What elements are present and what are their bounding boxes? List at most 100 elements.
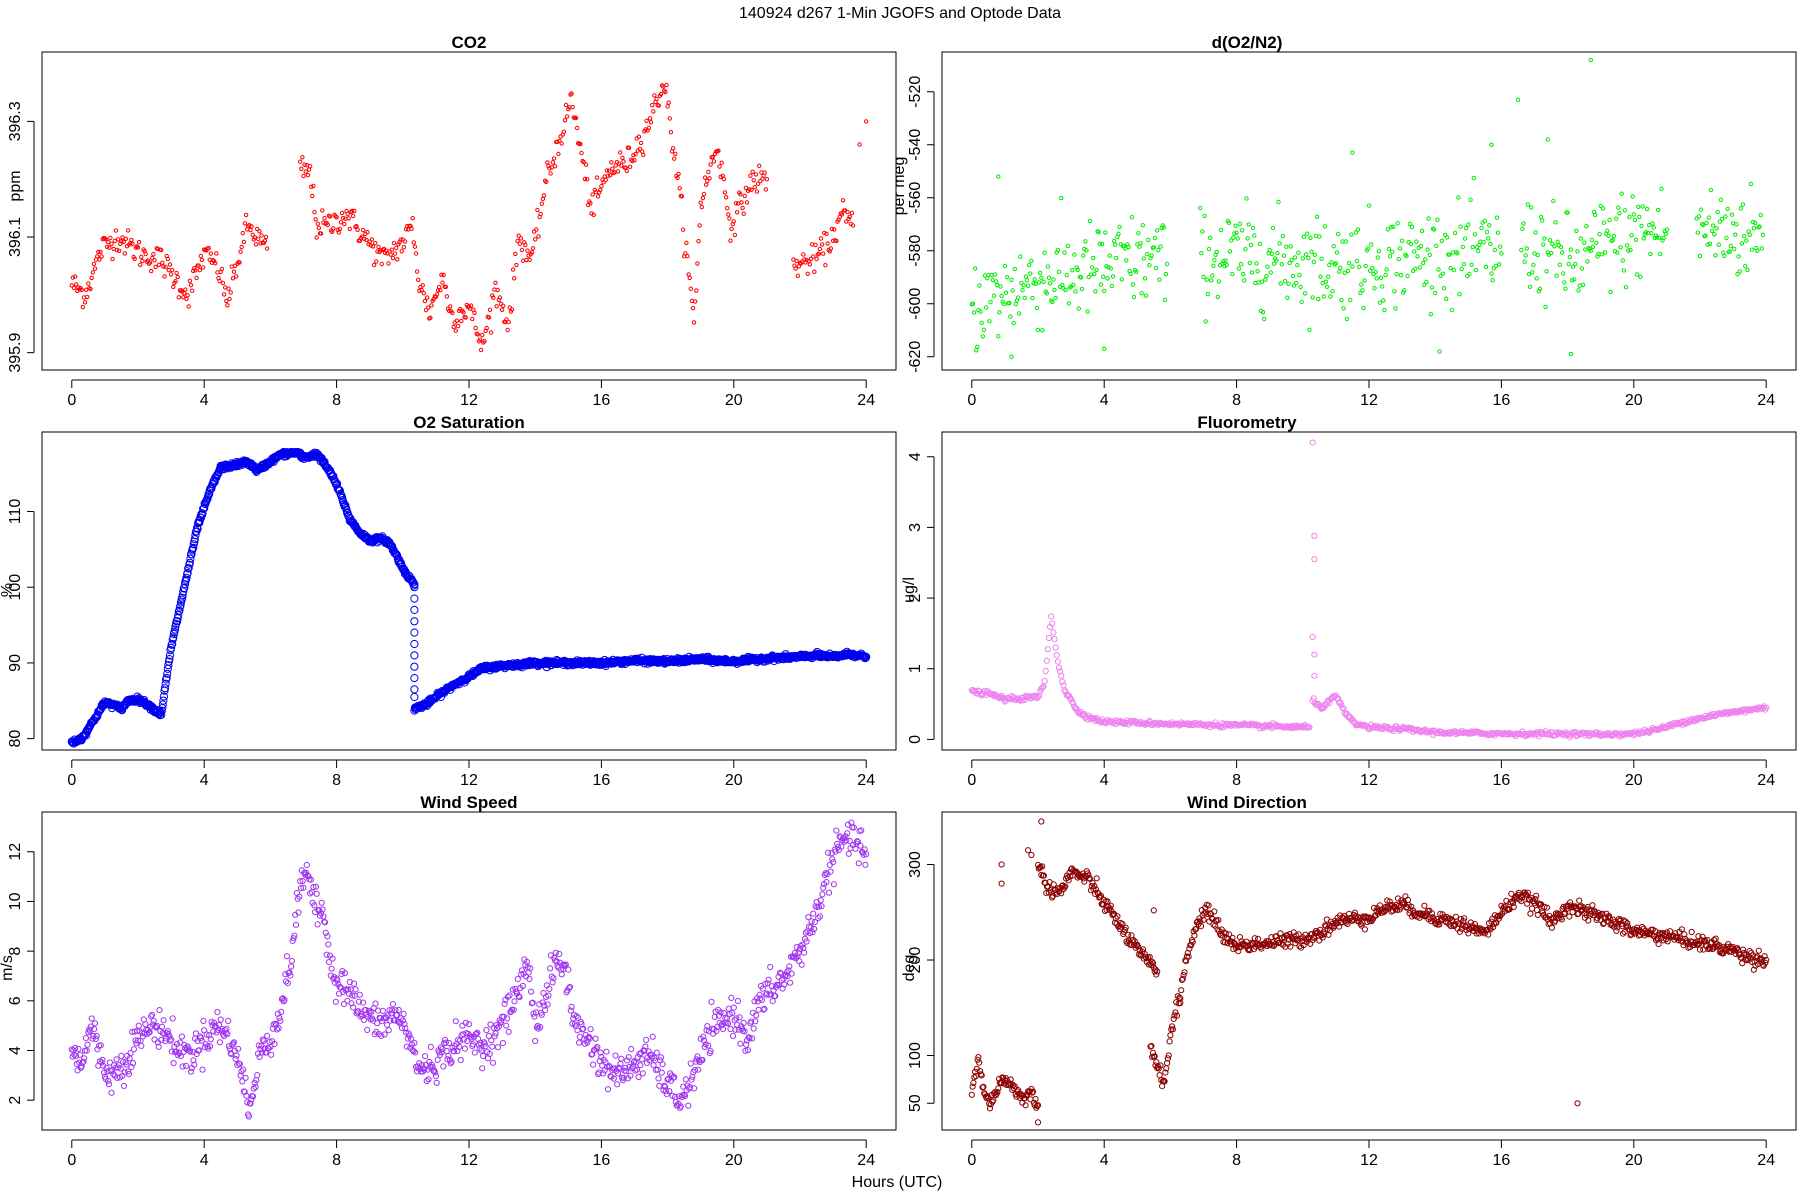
y-tick-label-do2n2: -580: [907, 235, 924, 267]
point-do2n2: [1551, 198, 1556, 204]
point-co2: [475, 332, 480, 337]
point-co2: [795, 273, 800, 278]
point-do2n2: [1639, 223, 1644, 229]
x-tick-label-windspeed: 20: [725, 1152, 743, 1169]
point-windspeed: [400, 1010, 407, 1018]
point-do2n2: [1234, 230, 1239, 236]
point-windspeed: [614, 1081, 621, 1088]
point-windspeed: [216, 1039, 223, 1046]
point-co2: [793, 266, 798, 271]
point-winddir: [1156, 1072, 1163, 1079]
x-tick-label-do2n2: 20: [1625, 392, 1643, 409]
point-do2n2: [1370, 266, 1375, 271]
point-do2n2: [1448, 266, 1453, 271]
point-do2n2: [1463, 226, 1469, 231]
point-do2n2: [1369, 242, 1374, 247]
point-co2: [758, 178, 763, 184]
point-do2n2: [1228, 238, 1234, 243]
point-co2: [588, 201, 593, 206]
point-windspeed: [499, 1040, 506, 1047]
point-co2: [731, 219, 736, 224]
point-co2: [394, 245, 399, 251]
point-do2n2: [1259, 279, 1265, 284]
point-windspeed: [461, 1045, 468, 1052]
point-windspeed: [604, 1086, 612, 1093]
point-co2: [163, 264, 168, 270]
point-do2n2: [1701, 222, 1706, 228]
point-co2: [717, 164, 722, 169]
point-do2n2: [1499, 251, 1504, 256]
point-do2n2: [1239, 228, 1245, 233]
point-do2n2: [1536, 289, 1542, 294]
point-do2n2: [1051, 277, 1056, 282]
point-fluoro: [1044, 646, 1052, 653]
point-windspeed: [514, 976, 521, 983]
point-co2: [486, 315, 492, 320]
point-windspeed: [736, 1014, 743, 1021]
point-do2n2: [1734, 222, 1739, 227]
point-co2: [200, 265, 206, 270]
point-do2n2: [1554, 273, 1559, 278]
point-co2: [337, 226, 343, 232]
point-co2: [325, 222, 330, 228]
point-o2sat: [182, 573, 191, 583]
point-co2: [167, 262, 173, 267]
point-co2: [401, 245, 407, 250]
point-co2: [248, 227, 253, 233]
point-co2: [69, 283, 75, 288]
x-tick-label-do2n2: 24: [1757, 392, 1775, 409]
point-do2n2: [1458, 224, 1463, 229]
point-windspeed: [292, 921, 300, 928]
point-co2: [416, 277, 421, 282]
point-windspeed: [105, 1081, 113, 1088]
point-do2n2: [1705, 242, 1710, 247]
point-o2sat: [160, 684, 170, 693]
point-co2: [470, 316, 475, 322]
point-do2n2: [1212, 257, 1217, 263]
point-o2sat: [333, 484, 342, 493]
point-co2: [488, 330, 494, 335]
point-do2n2: [1641, 236, 1646, 241]
point-do2n2: [1200, 229, 1205, 234]
point-do2n2: [1226, 220, 1232, 226]
point-co2: [189, 288, 195, 293]
x-tick-label-co2: 20: [725, 392, 743, 409]
point-co2: [352, 208, 357, 214]
point-co2: [350, 213, 356, 219]
point-do2n2: [1330, 289, 1335, 294]
point-do2n2: [1550, 241, 1555, 247]
point-do2n2: [1141, 256, 1147, 261]
panel-title-windspeed: Wind Speed: [420, 793, 517, 812]
point-windspeed: [254, 1072, 261, 1079]
point-do2n2: [1657, 235, 1662, 240]
point-do2n2: [1100, 274, 1106, 279]
point-co2: [824, 231, 829, 237]
point-co2: [420, 283, 425, 288]
point-co2: [306, 167, 312, 172]
point-co2: [716, 148, 721, 153]
point-windspeed: [457, 1057, 464, 1064]
point-winddir: [1081, 878, 1088, 885]
point-do2n2: [1247, 260, 1253, 266]
point-co2: [819, 242, 825, 247]
point-windspeed: [708, 998, 715, 1006]
point-co2: [536, 234, 541, 239]
point-do2n2: [1350, 150, 1355, 155]
point-fluoro: [1019, 697, 1026, 704]
point-co2: [644, 118, 649, 124]
point-do2n2: [1760, 232, 1766, 238]
point-windspeed: [130, 1046, 137, 1053]
point-co2: [360, 227, 366, 233]
panel-title-do2n2: d(O2/N2): [1212, 33, 1283, 52]
point-windspeed: [225, 1017, 232, 1025]
point-do2n2: [1521, 221, 1526, 226]
point-co2: [817, 246, 823, 252]
point-do2n2: [1476, 248, 1481, 254]
point-do2n2: [1555, 239, 1560, 245]
point-windspeed: [288, 963, 295, 970]
point-co2: [676, 171, 681, 177]
point-do2n2: [1243, 247, 1248, 252]
